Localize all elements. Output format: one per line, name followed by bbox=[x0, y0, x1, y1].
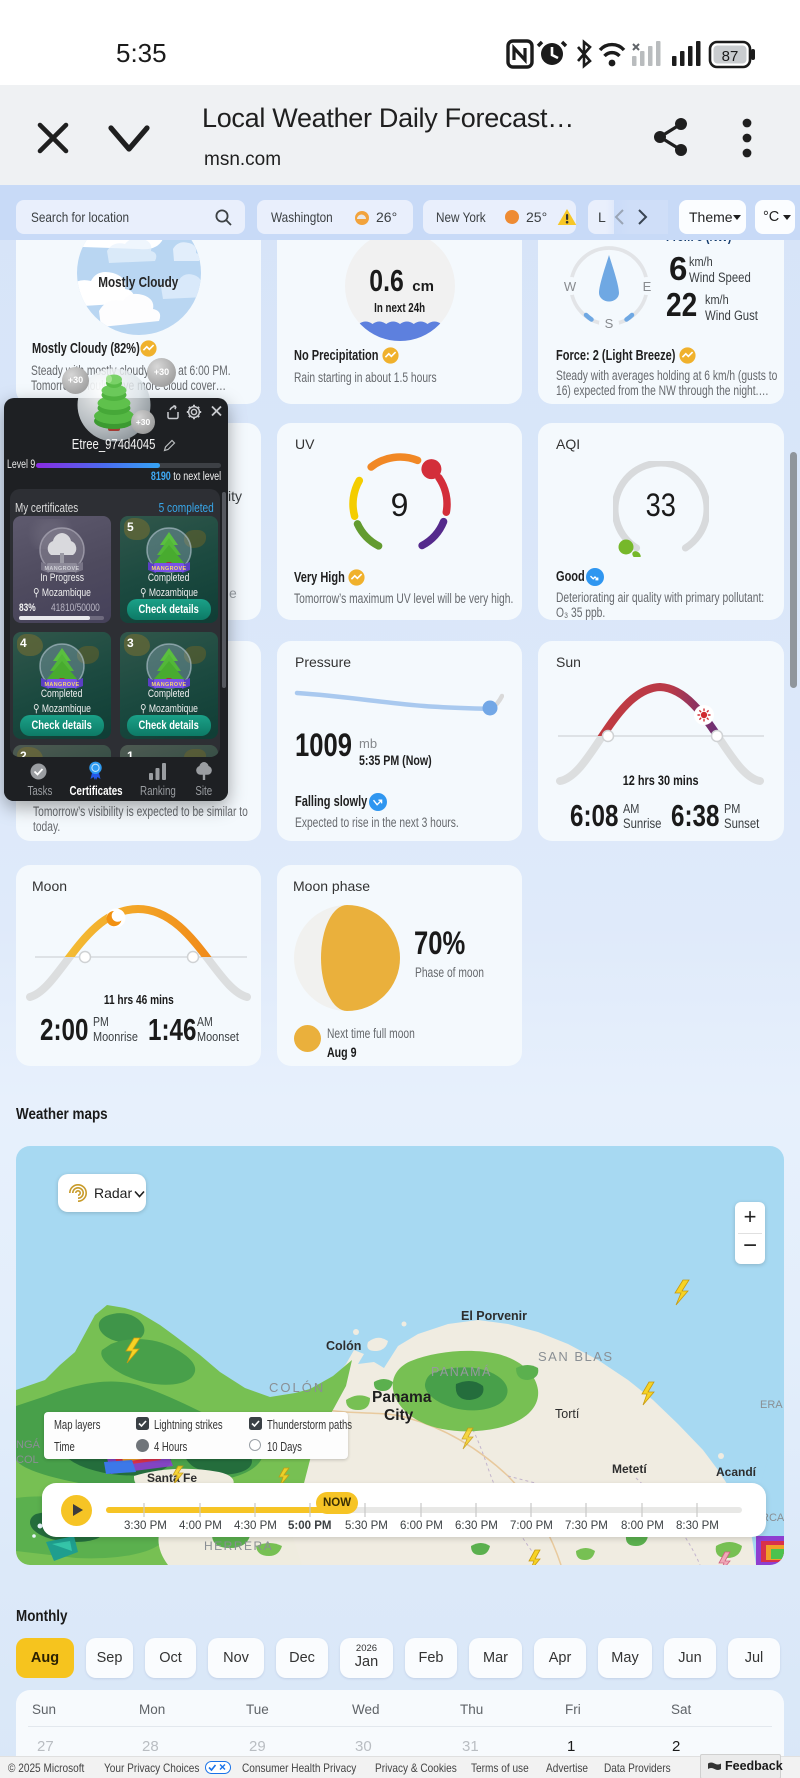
svg-text:Metetí: Metetí bbox=[612, 1462, 647, 1476]
svg-text:Acandí: Acandí bbox=[716, 1465, 757, 1479]
svg-text:Tortí: Tortí bbox=[555, 1407, 580, 1421]
svg-text:MANGROVE: MANGROVE bbox=[152, 682, 187, 688]
svg-text:COL: COL bbox=[16, 1454, 39, 1466]
svg-text:RCA: RCA bbox=[761, 1512, 784, 1524]
svg-text:MANGROVE: MANGROVE bbox=[45, 566, 80, 572]
svg-text:W: W bbox=[564, 279, 577, 294]
svg-text:Santa Fe: Santa Fe bbox=[147, 1471, 197, 1485]
svg-text:HERRERA: HERRERA bbox=[204, 1539, 273, 1553]
svg-text:E: E bbox=[643, 279, 652, 294]
svg-text:NGÁ: NGÁ bbox=[16, 1438, 41, 1451]
svg-text:PANAMÁ: PANAMÁ bbox=[431, 1364, 492, 1379]
svg-text:El Porvenir: El Porvenir bbox=[461, 1309, 527, 1323]
svg-text:City: City bbox=[384, 1407, 414, 1424]
svg-text:COLÓN: COLÓN bbox=[269, 1380, 325, 1395]
svg-text:ERA: ERA bbox=[760, 1399, 783, 1411]
svg-text:SAN BLAS: SAN BLAS bbox=[538, 1349, 614, 1364]
svg-text:Panama: Panama bbox=[372, 1389, 432, 1406]
svg-text:87: 87 bbox=[722, 48, 739, 65]
svg-text:S: S bbox=[605, 316, 614, 331]
svg-text:MANGROVE: MANGROVE bbox=[152, 566, 187, 572]
svg-text:Colón: Colón bbox=[326, 1339, 361, 1353]
svg-text:MANGROVE: MANGROVE bbox=[45, 682, 80, 688]
